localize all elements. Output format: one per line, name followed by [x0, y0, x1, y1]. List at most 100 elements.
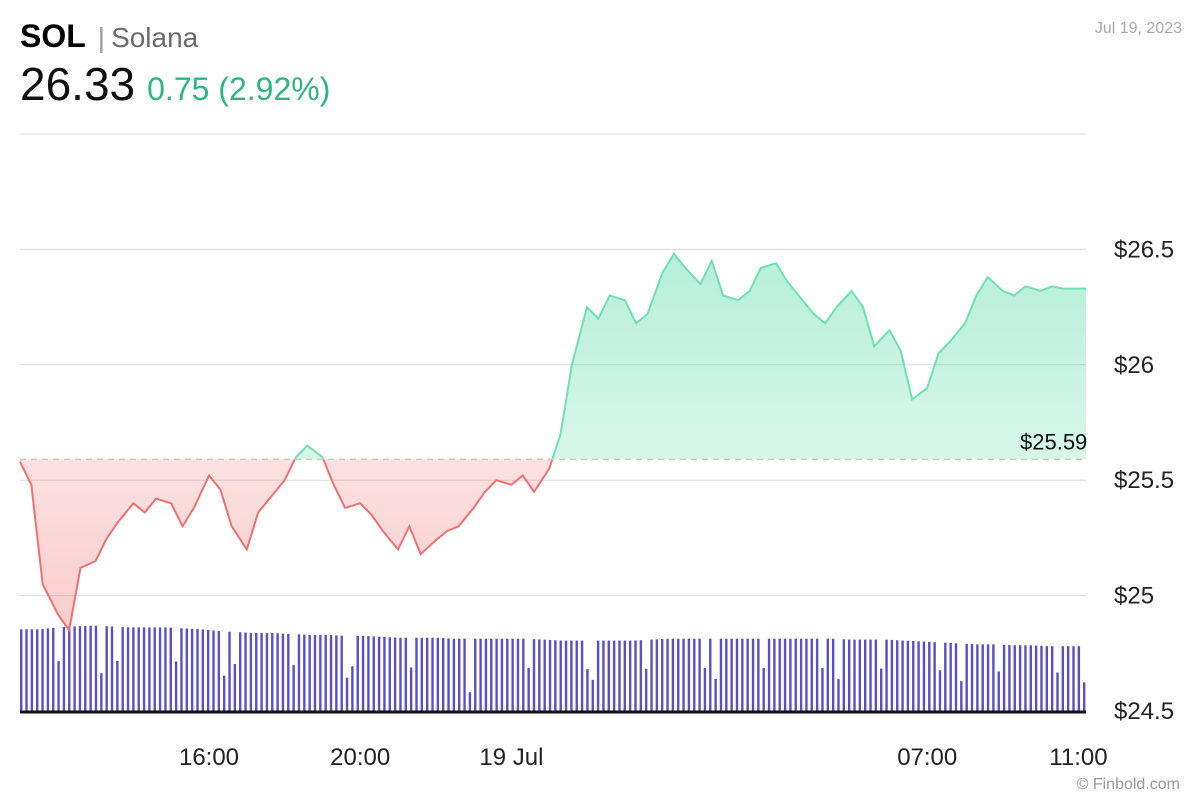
volume-bar: [623, 640, 627, 712]
volume-bar: [938, 670, 942, 712]
reference-price-label: $25.59: [1020, 429, 1087, 454]
volume-bar: [858, 639, 862, 712]
volume-bar: [292, 665, 295, 712]
volume-bar: [244, 632, 247, 712]
volume-bar: [105, 626, 108, 712]
volume-bar: [281, 633, 285, 712]
volume-bar: [436, 637, 440, 712]
volume-bar: [148, 627, 151, 712]
volume-bar: [36, 629, 39, 712]
volume-bar: [944, 642, 947, 712]
volume-bar: [1083, 682, 1086, 712]
volume-bar: [634, 640, 637, 712]
volume-bar: [564, 640, 568, 712]
volume-bar: [671, 638, 675, 712]
volume-bar: [949, 642, 952, 712]
volume-bar: [271, 633, 274, 712]
volume-bar: [714, 679, 717, 712]
volume-bar: [367, 636, 370, 712]
volume-bar: [388, 637, 391, 712]
volume-bar: [559, 640, 562, 712]
y-tick-label: $26: [1114, 352, 1154, 379]
volume-bar: [447, 638, 450, 712]
volume-bar: [762, 668, 765, 712]
x-tick-label: 07:00: [897, 744, 957, 771]
volume-bar: [68, 626, 71, 712]
volume-bar: [153, 627, 156, 712]
volume-bar: [404, 637, 407, 712]
volume-bar: [78, 626, 82, 712]
volume-bar: [100, 673, 103, 712]
volume-bar: [174, 661, 178, 712]
volume-bar: [89, 625, 92, 712]
volume-bar: [960, 681, 963, 712]
volume-bar: [303, 634, 306, 712]
volume-bar: [821, 668, 824, 712]
volume-bar: [287, 633, 290, 712]
volume-bar: [1050, 646, 1054, 712]
volume-bar: [132, 627, 135, 712]
volume-bar: [591, 679, 594, 712]
volume-bar: [1008, 645, 1011, 712]
volume-bar: [901, 640, 904, 712]
area-fill-up: [294, 254, 1086, 460]
y-tick-label: $26.5: [1114, 236, 1174, 263]
volume-bar: [970, 644, 974, 712]
area-fill-down: [20, 459, 1086, 631]
volume-bar: [30, 629, 34, 712]
volume-bar: [169, 627, 172, 712]
volume-bar: [853, 639, 856, 712]
volume-bar: [586, 669, 589, 712]
volume-bar: [805, 638, 808, 712]
x-tick-label: 11:00: [1049, 744, 1107, 771]
volume-bar: [538, 639, 541, 712]
volume-bar: [928, 641, 931, 712]
volume-bar: [997, 671, 1000, 712]
volume-bar: [687, 638, 691, 712]
volume-bar: [340, 635, 343, 712]
volume-bar: [319, 634, 322, 712]
x-tick-label: 19 Jul: [479, 744, 543, 771]
ticker-separator: |: [97, 22, 106, 53]
volume-bar: [164, 627, 167, 712]
volume-bar: [356, 635, 359, 712]
volume-bar: [912, 641, 915, 712]
volume-bar: [644, 668, 648, 712]
price-line-up: [293, 252, 1086, 460]
volume-bar: [329, 635, 333, 712]
current-price: 26.33: [20, 58, 136, 110]
volume-bar: [543, 639, 546, 712]
volume-bar: [474, 638, 477, 712]
volume-bar: [725, 638, 728, 712]
volume-bar: [580, 640, 584, 712]
volume-bar: [1013, 645, 1016, 712]
volume-bar: [1066, 646, 1070, 712]
volume-bar: [1029, 645, 1032, 712]
volume-bar: [468, 692, 472, 712]
volume-bar: [799, 638, 803, 712]
y-axis-labels: $24.5 $25 $25.5 $26 $26.5: [1114, 236, 1174, 725]
volume-bar: [709, 638, 712, 712]
volume-bar: [484, 638, 488, 712]
volume-bar: [506, 638, 509, 712]
volume-bar: [41, 628, 44, 712]
volume-bar: [399, 637, 402, 712]
volume-bar: [933, 642, 936, 712]
volume-bar: [698, 638, 701, 712]
volume-bar: [751, 638, 755, 712]
volume-bar: [121, 627, 124, 712]
volume-bar: [137, 627, 140, 712]
volume-bar: [185, 628, 188, 712]
volume-bar: [420, 637, 424, 712]
volume-bar: [228, 631, 231, 712]
volume-bar: [842, 639, 846, 712]
volume-bar: [260, 633, 263, 712]
volume-bar: [661, 639, 664, 712]
ticker-symbol: SOL: [20, 18, 86, 54]
volume-bar: [666, 638, 669, 712]
volume-bar: [741, 638, 744, 712]
volume-bar: [249, 632, 253, 712]
volume-bar: [1072, 646, 1075, 712]
volume-bar: [607, 640, 610, 712]
volume-bar: [1034, 645, 1038, 712]
